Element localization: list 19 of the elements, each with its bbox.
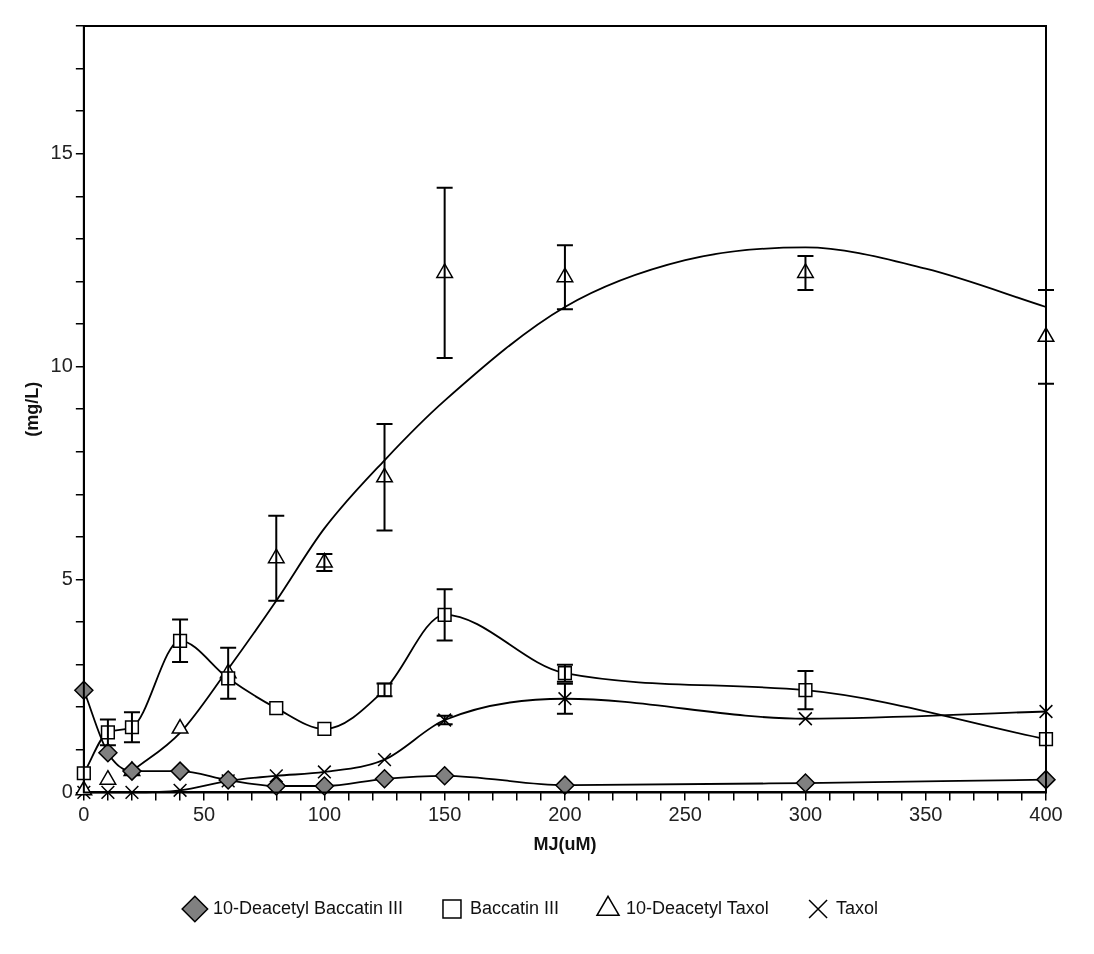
legend-label: Baccatin III [469, 897, 560, 918]
y-tick-label: 10 [50, 354, 73, 377]
y-tick-label: 5 [61, 567, 73, 590]
y-tick-label: 0 [61, 779, 73, 802]
y-tick-label: 15 [50, 141, 73, 164]
x-tick-label: 50 [192, 802, 216, 825]
x-tick-label: 150 [427, 802, 462, 825]
x-axis-title: MJ(uM) [533, 834, 597, 855]
y-axis-title: (mg/L) [21, 381, 42, 437]
x-tick-label: 0 [78, 802, 90, 825]
x-tick-label: 350 [909, 802, 943, 825]
legend-label: 10-Deacetyl Baccatin III [212, 897, 403, 918]
x-tick-label: 250 [668, 802, 702, 825]
x-tick-label: 300 [788, 802, 823, 825]
legend-label: Taxol [836, 897, 879, 918]
x-tick-label: 400 [1029, 802, 1063, 825]
x-tick-label: 200 [548, 802, 582, 825]
legend-label: 10-Deacetyl Taxol [626, 897, 769, 918]
x-tick-label: 100 [307, 802, 342, 825]
